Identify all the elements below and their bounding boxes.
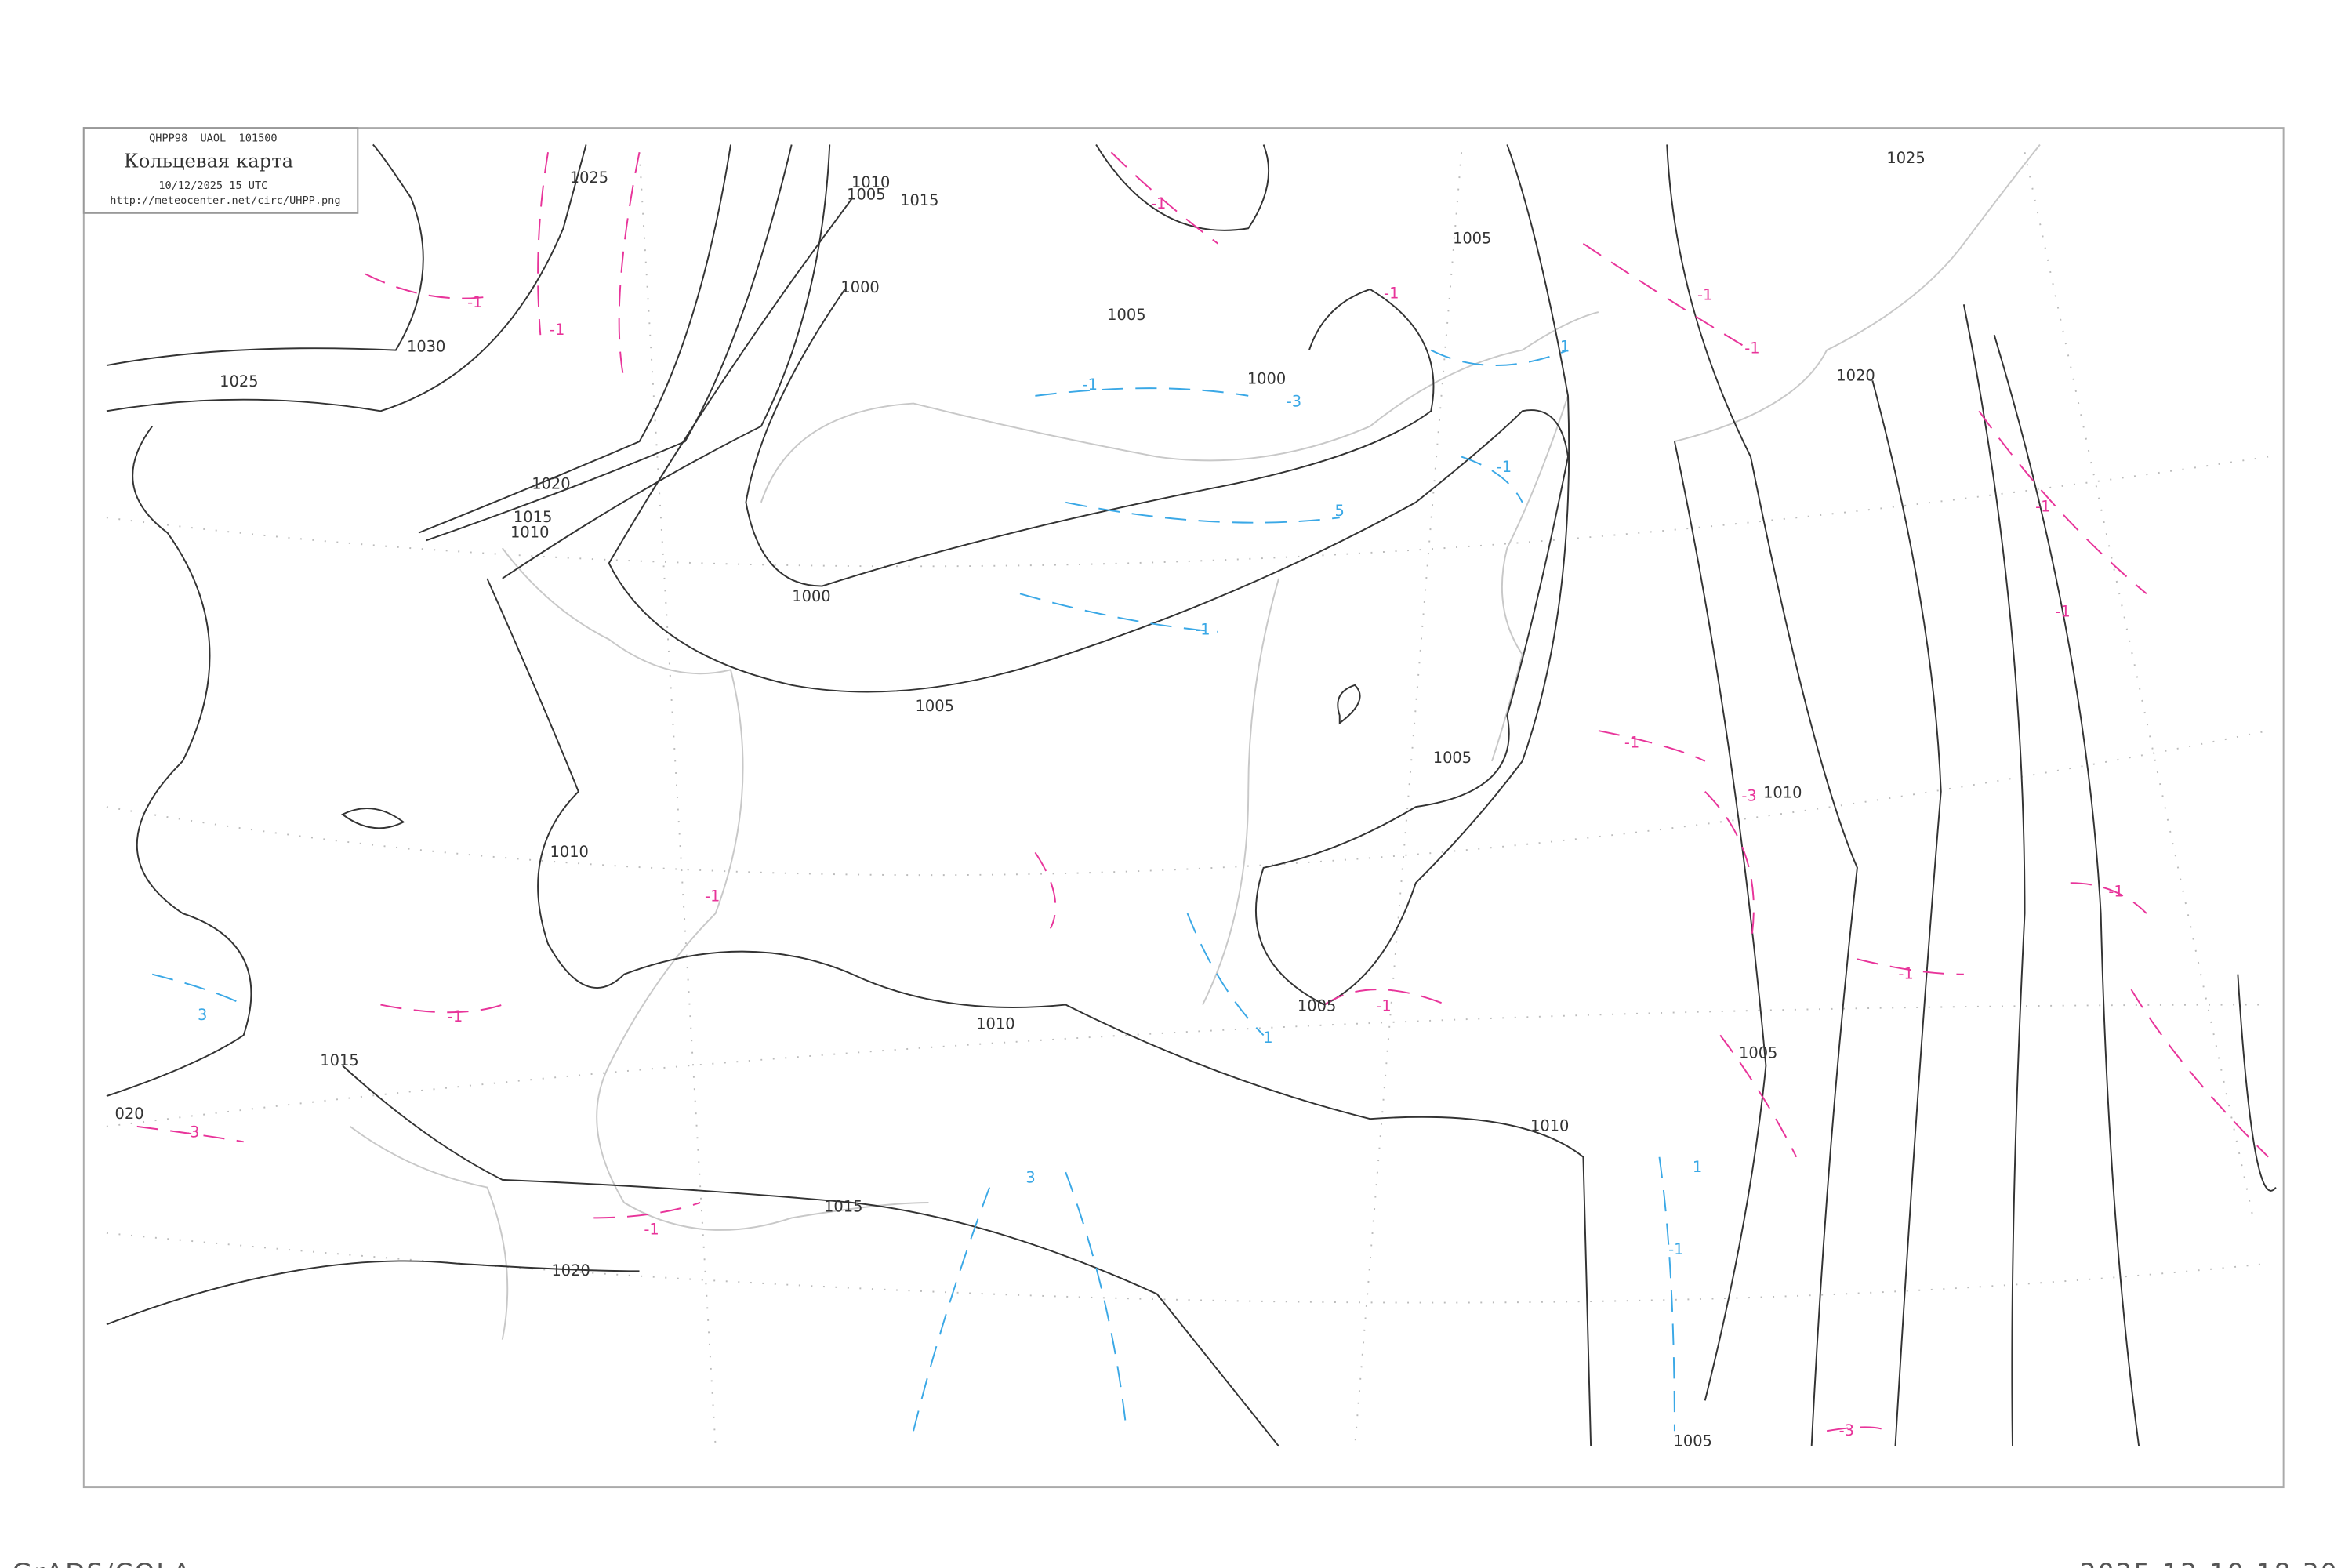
contour-label: 1020 — [1836, 366, 1875, 384]
positive-temperature-labels: -1 -3 5 -1 1 -1 3 1 3 -1 1 — [198, 338, 1702, 1258]
contour-label: 1025 — [220, 372, 258, 390]
footer-software: GrADS/COLA — [13, 1557, 192, 1568]
contour-label: 1010 — [550, 843, 589, 861]
contour-label: 1 — [1693, 1158, 1702, 1176]
contour-label: 1015 — [320, 1051, 358, 1069]
contour-label: 1 — [1560, 338, 1570, 356]
temperature-isolines — [136, 151, 2269, 1432]
negative-temperature-labels: -1 -1 -1 -1 -1 -1 -1 -1 -1 -3 -1 -1 -1 -1 -3 -1 -1 -3 — [184, 194, 2124, 1439]
contour-label: -1 — [705, 887, 720, 906]
contour-label: -1 — [550, 321, 564, 339]
contour-label: -1 — [467, 293, 482, 311]
contour-label: -1 — [1083, 376, 1098, 394]
contour-label: 1010 — [1763, 783, 1802, 801]
contour-label: 1005 — [916, 697, 954, 715]
map-frame — [82, 127, 2285, 1489]
contour-label: 1 — [1263, 1029, 1272, 1047]
contour-label: -1 — [2108, 883, 2123, 901]
contour-label: -1 — [2035, 497, 2050, 515]
contour-label: -1 — [1151, 194, 1166, 212]
contour-label: -3 — [184, 1123, 199, 1141]
contour-label: -1 — [1376, 996, 1391, 1014]
contour-label: -1 — [2055, 602, 2070, 620]
contour-label: 1005 — [1453, 230, 1491, 248]
contour-label: 1010 — [1530, 1117, 1569, 1135]
product-code: QHPP98 UAOL 101500 — [149, 132, 278, 145]
contour-label: -1 — [1384, 285, 1399, 303]
contour-label: 1010 — [976, 1015, 1014, 1033]
contour-label: 1015 — [900, 191, 938, 209]
contour-label: 1000 — [840, 278, 879, 296]
contour-label: 1005 — [1674, 1432, 1712, 1450]
contour-label: 1005 — [1433, 749, 1472, 767]
contour-label: 1000 — [1247, 369, 1286, 387]
contour-label: 1025 — [570, 169, 608, 187]
map-title: Кольцевая карта — [124, 150, 293, 172]
isobars — [106, 143, 2277, 1447]
contour-label: -1 — [1624, 733, 1639, 751]
contour-label: 3 — [1025, 1169, 1035, 1187]
contour-label: 1010 — [851, 173, 890, 191]
contour-label: 1005 — [1107, 306, 1145, 324]
footer-timestamp: 2025-12-10-18:30 — [2080, 1557, 2339, 1568]
contour-label: 1015 — [824, 1198, 862, 1216]
contour-label: 1025 — [1886, 149, 1925, 167]
source-url: http://meteocenter.net/circ/UHPP.png — [110, 194, 340, 207]
contour-label: -1 — [1497, 458, 1512, 476]
contour-label: -3 — [1839, 1421, 1854, 1439]
contour-label: 1005 — [847, 185, 885, 203]
contour-label: -1 — [448, 1007, 463, 1025]
contour-label: -1 — [644, 1221, 659, 1239]
contour-label: -1 — [1195, 621, 1210, 639]
contour-label: 1030 — [407, 338, 445, 356]
contour-label: 1005 — [1298, 996, 1336, 1014]
contour-label: 1005 — [1739, 1044, 1777, 1062]
contour-label: 1000 — [792, 587, 830, 605]
header-box: QHPP98 UAOL 101500 Кольцевая карта 10/12… — [82, 127, 359, 214]
coastlines — [350, 143, 2041, 1340]
map-datetime: 10/12/2025 15 UTC — [158, 180, 267, 192]
contour-label: 5 — [1335, 502, 1345, 520]
contour-label: 1020 — [532, 474, 570, 492]
contour-label: 1020 — [551, 1261, 590, 1279]
graticule — [106, 151, 2269, 1446]
contour-label: -1 — [1744, 339, 1759, 357]
contour-label: 1010 — [510, 523, 549, 541]
contour-label: 3 — [198, 1006, 207, 1024]
contour-label: -1 — [1668, 1240, 1683, 1258]
contour-label: -3 — [1287, 392, 1301, 410]
contour-label: -1 — [1898, 965, 1913, 983]
contour-label: -1 — [1697, 286, 1712, 304]
contour-label: 1015 — [514, 508, 552, 526]
contour-label: -3 — [1741, 786, 1756, 804]
contour-label: 020 — [115, 1105, 144, 1123]
